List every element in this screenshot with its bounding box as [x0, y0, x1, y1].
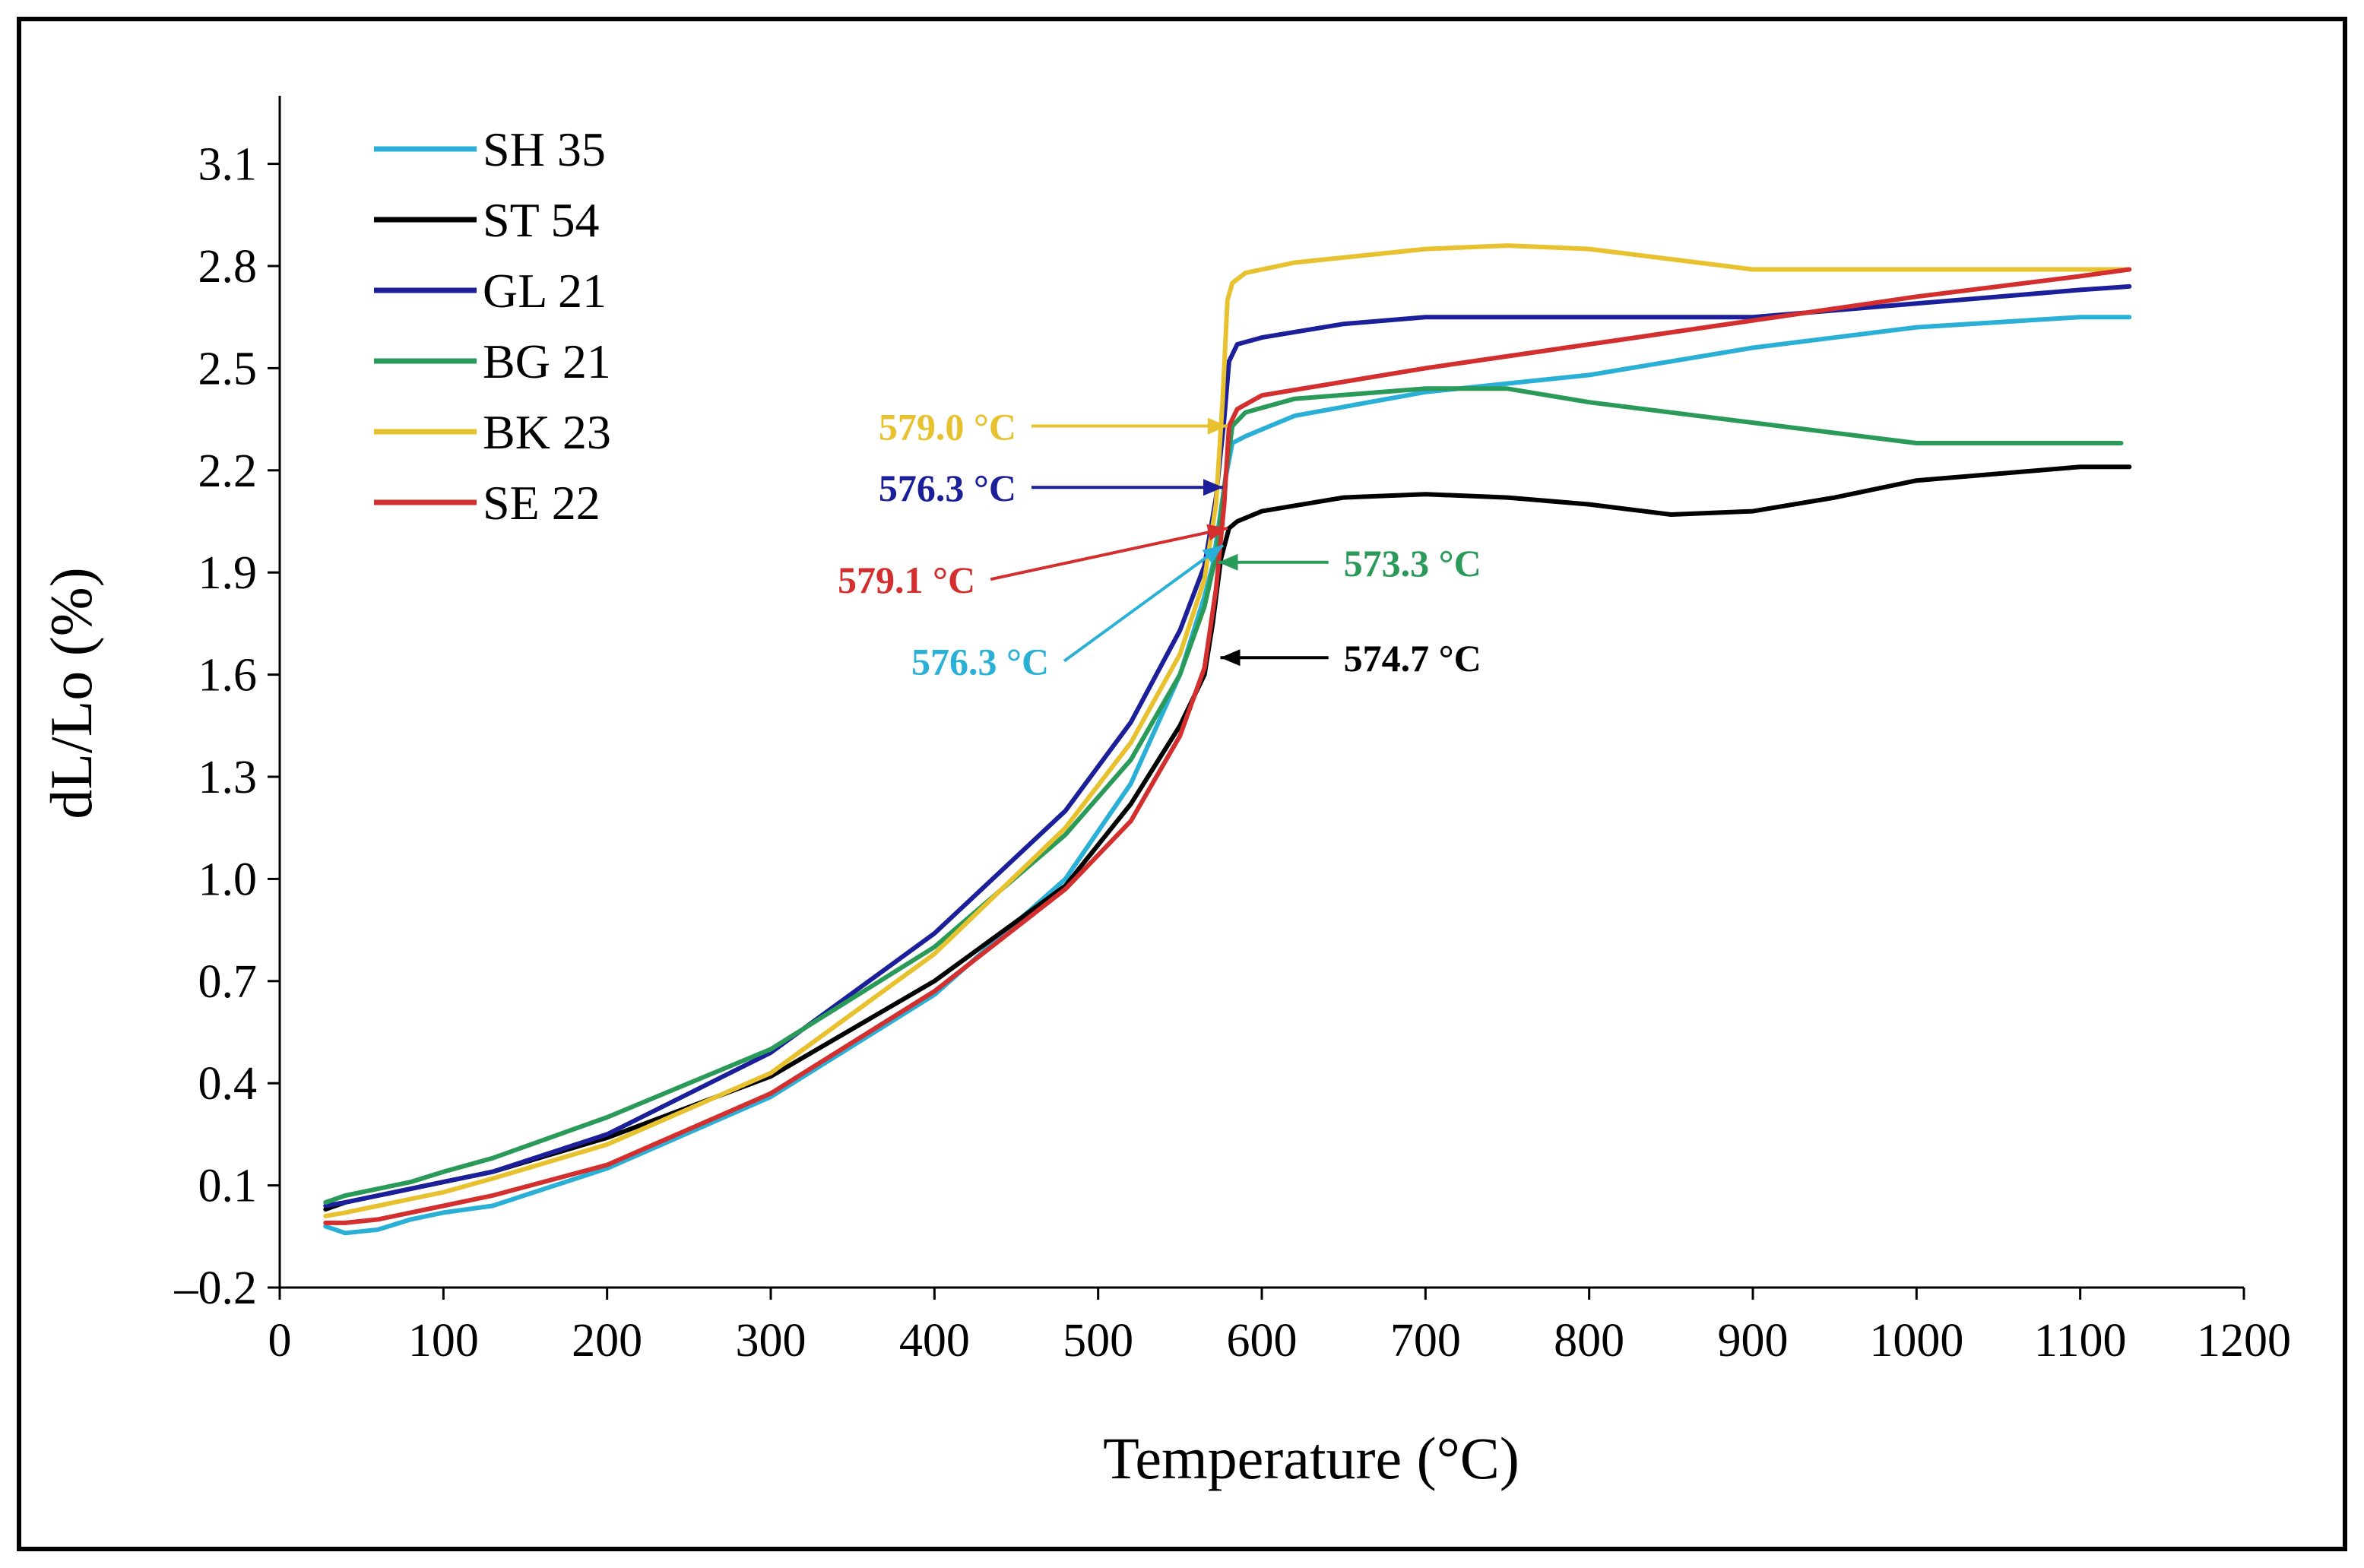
- axes: 0 100 200 300 400 500 600 700 800 900 1000 1100 1200…: [174, 96, 2291, 1367]
- legend-label: BK 23: [483, 405, 611, 459]
- annotation-label: 574.7 °C: [1344, 637, 1481, 679]
- y-tick-label: 2.5: [198, 343, 258, 394]
- x-tick-label: 600: [1227, 1315, 1298, 1367]
- legend-entry-bg-21: BG 21: [374, 334, 611, 388]
- annotation-arrow-line: [990, 527, 1228, 581]
- x-axis-title: Temperature (°C): [1103, 1425, 1519, 1491]
- x-tick-label: 100: [408, 1315, 479, 1367]
- x-tick-label: 700: [1390, 1315, 1461, 1367]
- series-line-bk-23: [323, 243, 2132, 1218]
- annotation-arrowhead: [1207, 417, 1228, 435]
- x-tick-label: 400: [899, 1315, 970, 1367]
- annotation-arrowhead: [1202, 545, 1223, 564]
- x-tick-label: 300: [736, 1315, 806, 1367]
- x-tick-label: 1000: [1869, 1315, 1963, 1367]
- annotation-label: 576.3 °C: [911, 641, 1049, 683]
- series-line-bg-21: [323, 386, 2124, 1205]
- series-lines: [323, 243, 2132, 1236]
- legend-label: ST 54: [483, 193, 600, 247]
- annotation-label: 573.3 °C: [1344, 542, 1481, 584]
- legend-entry-st-54: ST 54: [374, 193, 600, 247]
- legend-label: GL 21: [483, 264, 607, 318]
- y-tick-label: 1.3: [198, 752, 258, 803]
- annotation-4: 576.3 °C: [911, 543, 1225, 683]
- x-tick-label: 500: [1063, 1315, 1133, 1367]
- annotations: 579.0 °C 576.3 °C 579.1 °C 573.3 °C 576.3 °C…: [838, 406, 1481, 683]
- series-line-st-54: [323, 464, 2132, 1212]
- legend-entry-sh-35: SH 35: [374, 122, 606, 176]
- annotation-arrow-line: [1063, 543, 1225, 663]
- y-axis-title: dL/Lo (%): [38, 567, 104, 819]
- y-tick-label: 0.4: [198, 1058, 258, 1110]
- y-tick-label: 3.1: [198, 139, 258, 191]
- y-tick-label: 2.8: [198, 241, 258, 293]
- y-tick-label: 1.6: [198, 650, 258, 702]
- annotation-arrowhead: [1220, 649, 1241, 667]
- annotation-arrowhead: [1218, 553, 1238, 571]
- annotation-3: 573.3 °C: [1218, 542, 1481, 584]
- annotation-arrowhead: [1203, 479, 1223, 496]
- figure-frame: [17, 17, 2347, 1551]
- axis-titles: Temperature (°C) dL/Lo (%): [38, 567, 1519, 1491]
- x-tick-label: 1200: [2197, 1315, 2291, 1367]
- x-tick-label: 800: [1554, 1315, 1624, 1367]
- annotation-5: 574.7 °C: [1220, 637, 1481, 679]
- y-tick-label: 0.7: [198, 956, 258, 1008]
- y-tick-label: 2.2: [198, 445, 258, 497]
- legend-label: BG 21: [483, 334, 611, 388]
- y-tick-label: –0.2: [174, 1262, 258, 1314]
- legend-entry-gl-21: GL 21: [374, 264, 607, 318]
- annotation-0: 579.0 °C: [879, 406, 1228, 448]
- legend-entry-se-22: SE 22: [374, 476, 601, 530]
- annotation-1: 576.3 °C: [879, 467, 1223, 509]
- legend-label: SE 22: [483, 476, 601, 530]
- y-tick-label: 0.1: [198, 1161, 258, 1212]
- x-tick-label: 1100: [2034, 1315, 2127, 1367]
- annotation-label: 579.1 °C: [838, 559, 975, 601]
- annotation-2: 579.1 °C: [838, 524, 1228, 601]
- x-tick-label: 0: [268, 1315, 292, 1367]
- annotation-label: 576.3 °C: [879, 467, 1016, 509]
- legend: SH 35 ST 54 GL 21 BG 21 BK 23 SE 22: [374, 122, 611, 530]
- legend-entry-bk-23: BK 23: [374, 405, 611, 459]
- x-tick-label: 200: [572, 1315, 642, 1367]
- y-tick-label: 1.9: [198, 547, 258, 599]
- annotation-label: 579.0 °C: [879, 406, 1016, 448]
- annotation-arrowhead: [1206, 524, 1228, 541]
- x-tick-label: 900: [1718, 1315, 1789, 1367]
- y-tick-label: 1.0: [198, 854, 258, 905]
- series-line-se-22: [323, 267, 2132, 1225]
- legend-label: SH 35: [483, 122, 606, 176]
